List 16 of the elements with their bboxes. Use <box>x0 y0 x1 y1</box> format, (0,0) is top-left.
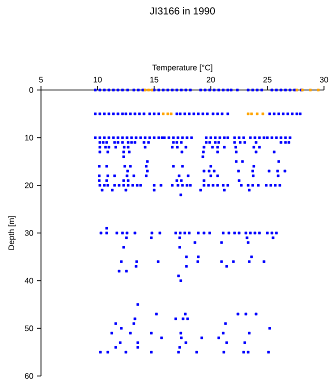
y-tick-label: 0 <box>29 87 34 93</box>
y-axis-title: Depth [m] <box>8 216 16 250</box>
y-tick-label: 50 <box>24 326 34 332</box>
chart-title: JI3166 in 1990 <box>150 7 215 14</box>
x-tick-label: 20 <box>206 76 215 82</box>
y-tick-label: 60 <box>24 373 34 379</box>
y-tick-label: 40 <box>24 278 34 284</box>
x-tick-label: 30 <box>320 76 328 82</box>
y-tick-label: 20 <box>24 182 34 188</box>
x-tick-label: 10 <box>94 76 102 82</box>
x-tick-label: 15 <box>150 76 158 82</box>
y-tick-label: 30 <box>24 230 34 236</box>
x-axis-title: Temperature [°C] <box>152 64 212 72</box>
y-tick-label: 10 <box>25 134 34 141</box>
x-tick-label: 25 <box>263 76 272 82</box>
x-tick-label: 5 <box>39 76 43 82</box>
